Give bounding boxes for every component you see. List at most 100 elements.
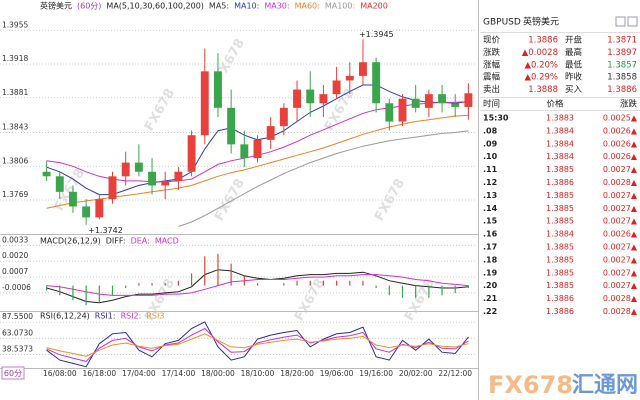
macd-bar: [322, 280, 325, 286]
quote-label: 最低: [565, 59, 583, 70]
symbol-name: 英镑美元: [523, 16, 559, 28]
quote-label: 卖出: [483, 84, 500, 95]
legend-text: MA60:: [295, 2, 320, 11]
candle-body: [108, 176, 117, 200]
tick-time: .19: [483, 268, 498, 277]
y-tick-label: 63.0730: [2, 328, 33, 337]
candle-body: [372, 62, 381, 104]
legend-text: RSI1:: [95, 312, 116, 321]
quote-value: 1.3888: [528, 85, 558, 95]
candle-body: [345, 75, 354, 81]
quote-value: 1.3858: [607, 73, 637, 83]
x-tick-label: 17/04:00: [122, 369, 156, 378]
candle-body: [266, 126, 275, 140]
candle-body: [359, 62, 367, 76]
tick-time: .21: [483, 294, 498, 303]
candle-body: [82, 206, 91, 218]
candle-body: [398, 98, 407, 122]
candle-body: [306, 89, 315, 104]
candle-body: [55, 176, 64, 192]
legend-text: RSI(6,12,24): [40, 312, 90, 321]
candle-body: [319, 94, 328, 104]
macd-bar: [256, 283, 259, 286]
tick-price: 1.3886: [546, 178, 574, 187]
tick-change: 0.0027▲: [603, 165, 638, 174]
macd-bar: [72, 285, 74, 301]
candle-body: [227, 107, 236, 145]
tick-change: 0.0026▲: [603, 139, 638, 148]
macd-bar: [349, 280, 351, 286]
legend-text: RSI3: [146, 312, 164, 321]
macd-bar: [217, 253, 219, 286]
icon[interactable]: [627, 16, 638, 27]
tick-change: 0.0026▲: [603, 126, 638, 135]
indicator-line: [46, 269, 469, 304]
indicator-line: [46, 333, 469, 357]
tick-price: 1.3886: [546, 307, 574, 316]
macd-bar: [45, 285, 48, 291]
macd-bar: [151, 283, 153, 286]
indicator-line: [46, 327, 469, 362]
tick-price: 1.3885: [546, 243, 574, 252]
indicator-line: [178, 130, 469, 227]
candle-body: [148, 171, 156, 186]
quote-label: 昨收: [565, 72, 583, 83]
tick-time: .17: [483, 243, 497, 252]
tick-price: 1.3885: [546, 217, 574, 226]
quote-value: ▲0.29%: [524, 73, 558, 83]
quote-label: 最高: [565, 47, 582, 58]
tick-change: 0.0028▲: [603, 307, 638, 316]
quote-value: 1.3871: [607, 36, 637, 46]
quote-label: 涨幅: [483, 59, 501, 70]
logo-text: 汇通网: [572, 373, 638, 398]
tick-change: 0.0027▲: [603, 191, 638, 200]
macd-bar: [441, 285, 443, 296]
x-tick-label: 18/00:00: [201, 369, 235, 378]
y-tick-label: 0.0007: [2, 267, 28, 276]
period-button-label[interactable]: 60分: [4, 369, 22, 378]
macd-bar: [454, 285, 456, 293]
macd-bar: [230, 263, 232, 286]
candle-body: [187, 135, 196, 172]
quote-value: ▲0.0028: [522, 48, 558, 58]
tick-time: .22: [483, 307, 497, 316]
tick-change: 0.0027▲: [603, 204, 638, 213]
legend-text: MA200: [360, 2, 388, 11]
icon[interactable]: [615, 16, 626, 27]
tick-change: 0.0027▲: [603, 255, 638, 264]
tick-time: .16: [483, 230, 498, 239]
x-tick-label: 16/08:00: [43, 369, 77, 378]
period-button[interactable]: [1, 366, 25, 380]
y-tick-label: 1.3806: [2, 156, 28, 165]
legend-text: MACD(26,12,9): [40, 237, 101, 246]
macd-bar: [401, 285, 404, 298]
candle-body: [161, 180, 170, 186]
tick-time: .08: [483, 126, 498, 135]
legend-text: 英镑美元: [40, 1, 72, 11]
tick-time: .15: [483, 217, 498, 226]
quote-value: 1.3897: [607, 48, 637, 58]
macd-bar: [111, 285, 114, 296]
macd-bar: [415, 285, 417, 298]
candle-body: [424, 94, 433, 108]
legend-text: MA5:: [209, 2, 229, 11]
candle-body: [121, 162, 130, 177]
macd-bar: [59, 285, 61, 296]
candle-body: [279, 107, 288, 127]
tick-change: 0.0026▲: [603, 152, 638, 161]
x-tick-label: 18/10:00: [241, 369, 275, 378]
legend-text: MA10:: [234, 2, 259, 11]
tick-time: .12: [483, 178, 497, 187]
legend-text: DIFF:: [106, 237, 126, 246]
legend-text: RSI2:: [121, 312, 142, 321]
macd-bar: [204, 256, 206, 286]
tick-header: 时间: [483, 99, 500, 110]
tick-time: .13: [483, 191, 497, 200]
tick-time: .10: [483, 152, 498, 161]
macd-bar: [98, 285, 100, 303]
tick-time: .18: [483, 255, 498, 264]
macd-bar: [335, 280, 338, 286]
tick-time: .14: [483, 204, 498, 213]
candle-body: [42, 171, 51, 177]
